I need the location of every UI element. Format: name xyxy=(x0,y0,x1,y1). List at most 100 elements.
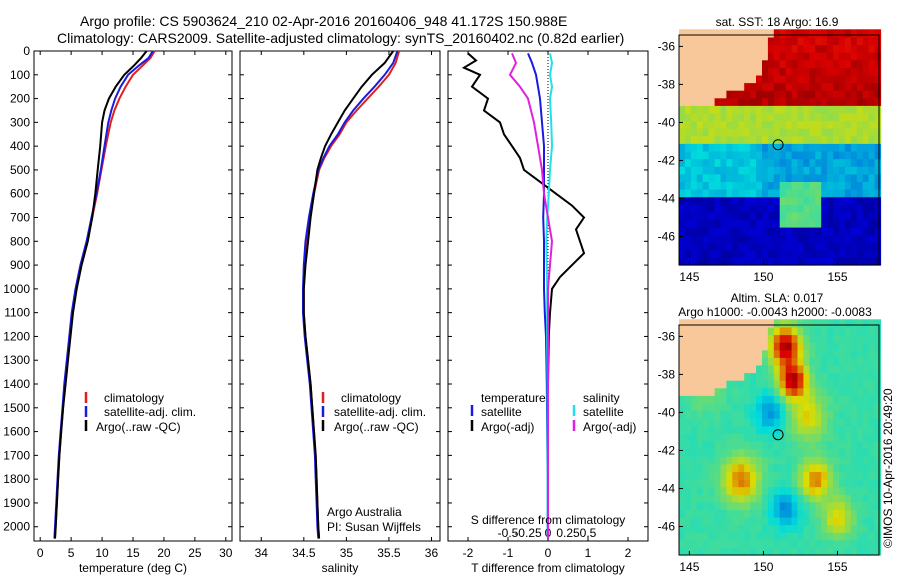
map-cell xyxy=(868,128,876,137)
map-cell xyxy=(868,234,876,243)
map-cell xyxy=(809,52,816,61)
map-cell xyxy=(762,234,769,243)
map-cell xyxy=(738,249,745,258)
map-cell xyxy=(767,448,775,457)
map-cell xyxy=(791,90,799,99)
map-cell xyxy=(850,234,858,243)
map-cell xyxy=(862,249,870,258)
map-cell xyxy=(779,471,787,480)
map-cell xyxy=(862,257,870,266)
map-cell xyxy=(844,166,852,175)
map-cell xyxy=(797,395,804,404)
map-cell xyxy=(809,44,816,53)
y-tick-label: -46 xyxy=(658,229,676,243)
map-cell xyxy=(862,67,870,76)
map-cell xyxy=(684,173,692,182)
map-cell xyxy=(850,120,858,129)
map-cell xyxy=(690,501,698,510)
map-cell xyxy=(762,120,769,129)
map-cell xyxy=(856,97,864,106)
map-cell xyxy=(750,59,757,68)
map-cell xyxy=(702,387,710,396)
map-cell xyxy=(815,463,822,472)
map-cell xyxy=(821,173,828,182)
map-cell xyxy=(821,257,828,266)
map-cell xyxy=(827,227,834,236)
map-cell xyxy=(767,242,775,251)
map-cell xyxy=(844,181,852,190)
map-cell xyxy=(785,433,793,442)
map-cell xyxy=(833,402,840,412)
legend-label-climatology: climatology xyxy=(104,391,164,405)
map-cell xyxy=(720,486,727,495)
map-cell xyxy=(679,410,686,419)
map-cell xyxy=(850,448,858,457)
map-cell xyxy=(744,82,751,91)
map-cell xyxy=(844,219,852,228)
map-cell xyxy=(874,524,882,533)
map-cell xyxy=(803,479,810,488)
map-cell xyxy=(797,441,804,450)
map-cell xyxy=(720,166,727,175)
map-cell xyxy=(874,67,882,76)
map-cell xyxy=(791,448,799,457)
map-cell xyxy=(844,524,852,533)
map-cell xyxy=(862,319,870,328)
map-cell xyxy=(791,234,799,243)
map-cell xyxy=(791,410,799,419)
map-cell xyxy=(702,82,710,91)
map-cell xyxy=(696,479,704,488)
map-cell xyxy=(714,234,722,243)
map-cell xyxy=(803,67,810,76)
map-cell xyxy=(726,387,733,396)
map-cell xyxy=(797,539,804,548)
map-cell xyxy=(868,547,876,556)
map-cell xyxy=(833,67,840,76)
map-cell xyxy=(690,342,698,351)
map-cell xyxy=(791,97,799,106)
map-cell xyxy=(750,173,757,182)
map-cell xyxy=(803,90,810,99)
map-cell xyxy=(756,196,763,205)
map-cell xyxy=(690,204,698,213)
map-cell xyxy=(833,524,840,533)
map-cell xyxy=(850,112,858,122)
map-cell xyxy=(868,112,876,122)
map-cell xyxy=(750,211,757,220)
map-cell xyxy=(690,471,698,480)
y-tick-label: 1100 xyxy=(4,306,30,320)
map-cell xyxy=(797,257,804,266)
map-cell xyxy=(708,532,716,541)
map-cell xyxy=(702,319,710,328)
map-cell xyxy=(779,74,787,84)
map-cell xyxy=(750,425,757,434)
map-cell xyxy=(756,334,763,343)
map-cell xyxy=(839,501,846,510)
map-cell xyxy=(708,204,716,213)
map-cell xyxy=(785,326,793,336)
map-cell xyxy=(833,143,840,152)
map-cell xyxy=(821,463,828,472)
map-cell xyxy=(874,135,882,144)
map-cell xyxy=(762,501,769,510)
map-cell xyxy=(696,334,704,343)
map-cell xyxy=(809,357,816,366)
map-cell xyxy=(833,173,840,182)
map-cell xyxy=(702,97,710,106)
map-cell xyxy=(809,456,816,465)
map-cell xyxy=(821,433,828,442)
map-cell xyxy=(714,395,722,404)
map-cell xyxy=(809,97,816,106)
map-cell xyxy=(708,357,716,366)
map-cell xyxy=(874,547,882,556)
map-cell xyxy=(744,501,751,510)
map-cell xyxy=(750,524,757,533)
map-cell xyxy=(773,372,781,381)
map-cell xyxy=(708,189,716,198)
y-tick-label: -42 xyxy=(658,153,676,167)
map-cell xyxy=(850,67,858,76)
map-cell xyxy=(726,227,733,236)
map-cell xyxy=(684,74,692,84)
map-cell xyxy=(797,105,804,114)
map-cell xyxy=(726,479,733,488)
